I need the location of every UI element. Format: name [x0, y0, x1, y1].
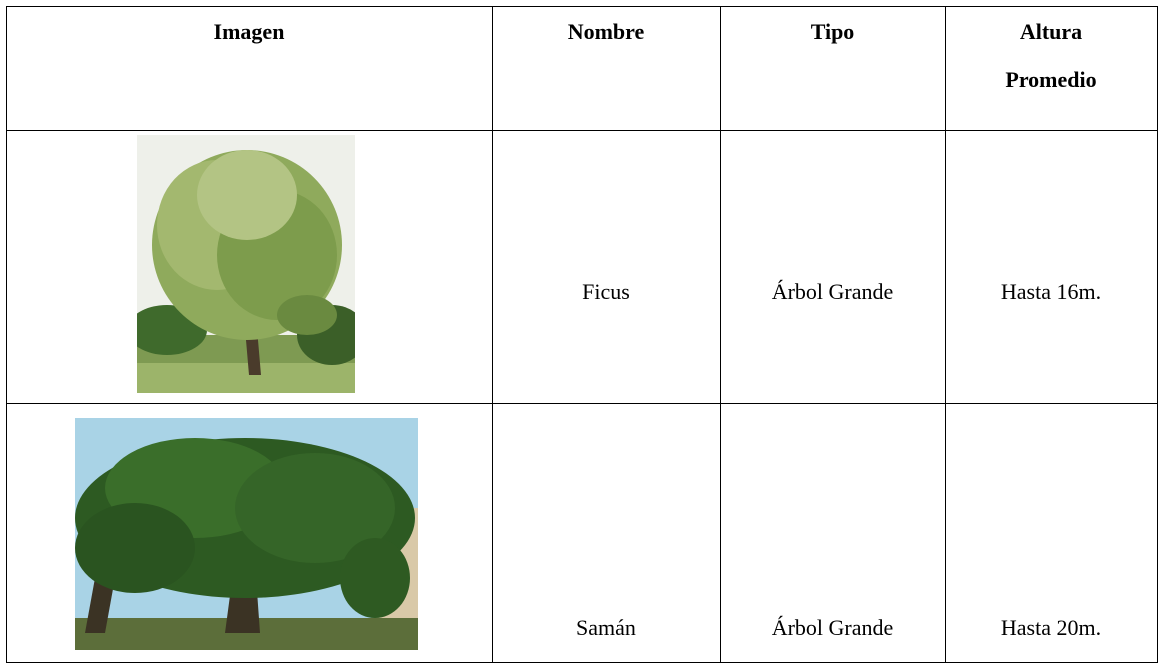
tree-image: [75, 418, 418, 650]
border: [492, 6, 493, 663]
cell-text: Árbol Grande: [771, 279, 894, 304]
header-cell: Tipo: [720, 8, 945, 56]
tree-image: [137, 135, 355, 393]
cell: Samán: [492, 615, 720, 641]
cell-text: Nombre: [567, 19, 645, 44]
border: [6, 403, 1157, 404]
cell-text: Ficus: [582, 279, 630, 304]
border: [6, 6, 7, 663]
cell: Árbol Grande: [720, 279, 945, 305]
cell: Ficus: [492, 279, 720, 305]
cell: Árbol Grande: [720, 615, 945, 641]
cell-text: Tipo: [810, 19, 855, 44]
cell-text: Árbol Grande: [771, 615, 894, 640]
border: [945, 6, 946, 663]
border: [6, 6, 1157, 7]
cell-text: Samán: [576, 615, 636, 640]
cell: Hasta 20m.: [945, 615, 1157, 641]
border: [6, 130, 1157, 131]
header-cell: Nombre: [492, 8, 720, 56]
header-cell: Altura Promedio: [945, 8, 1157, 104]
cell-text: Altura Promedio: [1005, 19, 1097, 92]
border: [720, 6, 721, 663]
border: [6, 662, 1157, 663]
cell: Hasta 16m.: [945, 279, 1157, 305]
cell-text: Hasta 16m.: [1000, 279, 1102, 304]
cell-text: Hasta 20m.: [1000, 615, 1102, 640]
header-cell: Imagen: [6, 8, 492, 56]
border: [1157, 6, 1158, 663]
cell-text: Imagen: [213, 19, 285, 44]
